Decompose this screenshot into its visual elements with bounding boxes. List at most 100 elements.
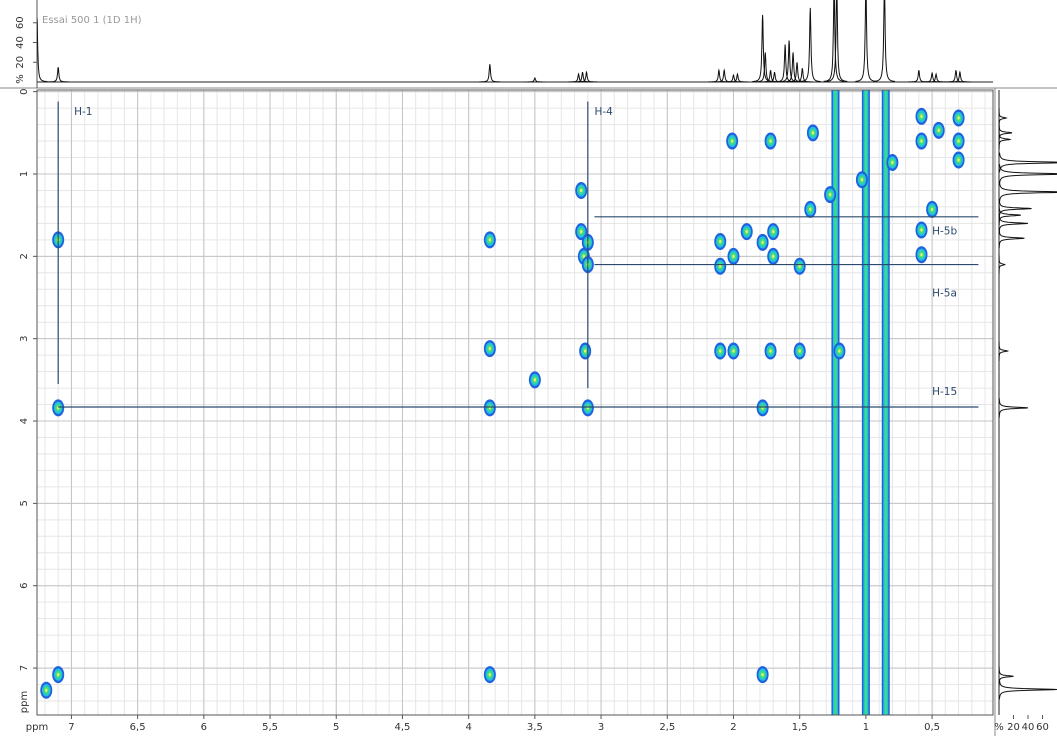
- x-tick-label: 5: [333, 722, 339, 733]
- y-tick-label: 40: [15, 36, 26, 49]
- cross-peak: [483, 666, 496, 684]
- contour: [583, 349, 587, 353]
- cross-peak: [714, 233, 727, 251]
- spectrum-peak: [826, 0, 848, 82]
- spectrum-peak: [778, 40, 800, 83]
- cross-peak: [714, 342, 727, 360]
- contour: [719, 239, 722, 244]
- cross-peak: [756, 399, 769, 417]
- spectrum-peak: [786, 62, 808, 83]
- spectrum-peak: [754, 52, 776, 83]
- x-tick-label: 60: [1036, 722, 1049, 733]
- annotation-label: H-15: [932, 386, 957, 398]
- annotation-label: H-5b: [932, 226, 957, 238]
- cross-peak: [767, 247, 780, 265]
- spectrum-peak: [949, 70, 971, 83]
- contour: [838, 349, 841, 353]
- cross-peak: [52, 666, 65, 684]
- right-projection: [998, 90, 1057, 715]
- y-tick-label: 6: [19, 583, 30, 589]
- cross-peak: [756, 233, 769, 251]
- contour: [761, 240, 764, 245]
- spectrum-peak: [479, 64, 501, 83]
- cross-peak: [40, 681, 53, 699]
- spectrum-peak: [823, 0, 845, 82]
- cross-peak: [767, 223, 780, 241]
- x-tick-label: 1,5: [792, 722, 808, 733]
- cross-peak: [952, 109, 965, 127]
- top-spectrum: [37, 0, 993, 83]
- contour: [45, 688, 48, 692]
- spectrum-title: Essai 500 1 (1D 1H): [42, 15, 142, 26]
- projection-peak: [998, 254, 1006, 275]
- contour: [580, 188, 583, 193]
- streak-center: [864, 90, 867, 715]
- cross-peak: [952, 151, 965, 169]
- contour: [920, 114, 923, 119]
- contour: [920, 252, 923, 257]
- contour: [957, 116, 960, 120]
- y-tick-label: 7: [19, 665, 30, 671]
- spectrum-peak: [945, 70, 967, 83]
- spectrum-peak: [760, 70, 782, 83]
- cross-peak: [727, 247, 740, 265]
- x-tick-label: 40: [1022, 722, 1035, 733]
- spectrum-peak: [575, 70, 598, 83]
- spectrum-peak: [571, 71, 594, 83]
- x-tick-label: 6,5: [130, 722, 146, 733]
- contour: [719, 264, 722, 268]
- x-axis-label: %: [994, 722, 1004, 733]
- cross-peak: [915, 132, 928, 150]
- contour: [580, 229, 583, 234]
- x-tick-label: 4: [465, 722, 471, 733]
- cross-peak: [793, 257, 806, 275]
- projection-peak: [998, 205, 1021, 226]
- cross-peak: [727, 342, 740, 360]
- x-tick-label: 6: [201, 722, 207, 733]
- projection-peak: [998, 107, 1008, 129]
- contour: [769, 349, 772, 353]
- contour: [769, 139, 772, 143]
- x-tick-label: 3,5: [527, 722, 543, 733]
- plot-frame: [36, 89, 994, 716]
- spectrum-peak: [855, 0, 877, 82]
- cross-peak: [714, 257, 727, 275]
- x-tick-label: 2,5: [659, 722, 675, 733]
- spectrum-peak: [925, 72, 947, 83]
- spectrum-peak: [873, 0, 895, 82]
- cross-peak: [824, 186, 837, 204]
- cross-peak: [932, 121, 945, 139]
- spectrum-peak: [791, 68, 813, 83]
- projection-peak: [998, 129, 1012, 150]
- annotation-label: H-5a: [932, 287, 957, 299]
- spectrum-peak: [568, 72, 590, 83]
- spectrum-peak: [47, 67, 69, 83]
- cross-peak: [726, 132, 739, 150]
- projection-peak: [999, 152, 1057, 173]
- cross-peak: [483, 231, 496, 249]
- contour: [771, 229, 775, 234]
- cross-peak: [915, 107, 928, 125]
- y-tick-label: 5: [19, 500, 30, 506]
- projection-peak: [999, 164, 1057, 184]
- x-tick-label: 20: [1007, 722, 1020, 733]
- contour: [930, 207, 934, 212]
- contour: [809, 207, 812, 212]
- cross-peak: [483, 399, 496, 417]
- contour: [860, 178, 864, 182]
- cross-peak: [740, 223, 753, 241]
- contour: [582, 254, 586, 259]
- y-tick-label: 20: [15, 56, 26, 69]
- x-tick-label: 2: [730, 722, 736, 733]
- projection-peak: [999, 182, 1057, 202]
- spectrum-peak: [37, 17, 48, 83]
- cross-peak: [52, 399, 65, 417]
- contour: [488, 672, 492, 677]
- projection-peak: [998, 679, 1057, 700]
- x-axis-label: ppm: [26, 722, 48, 733]
- contours: [40, 90, 965, 715]
- y-tick-label: 3: [19, 335, 30, 341]
- contour: [732, 254, 735, 259]
